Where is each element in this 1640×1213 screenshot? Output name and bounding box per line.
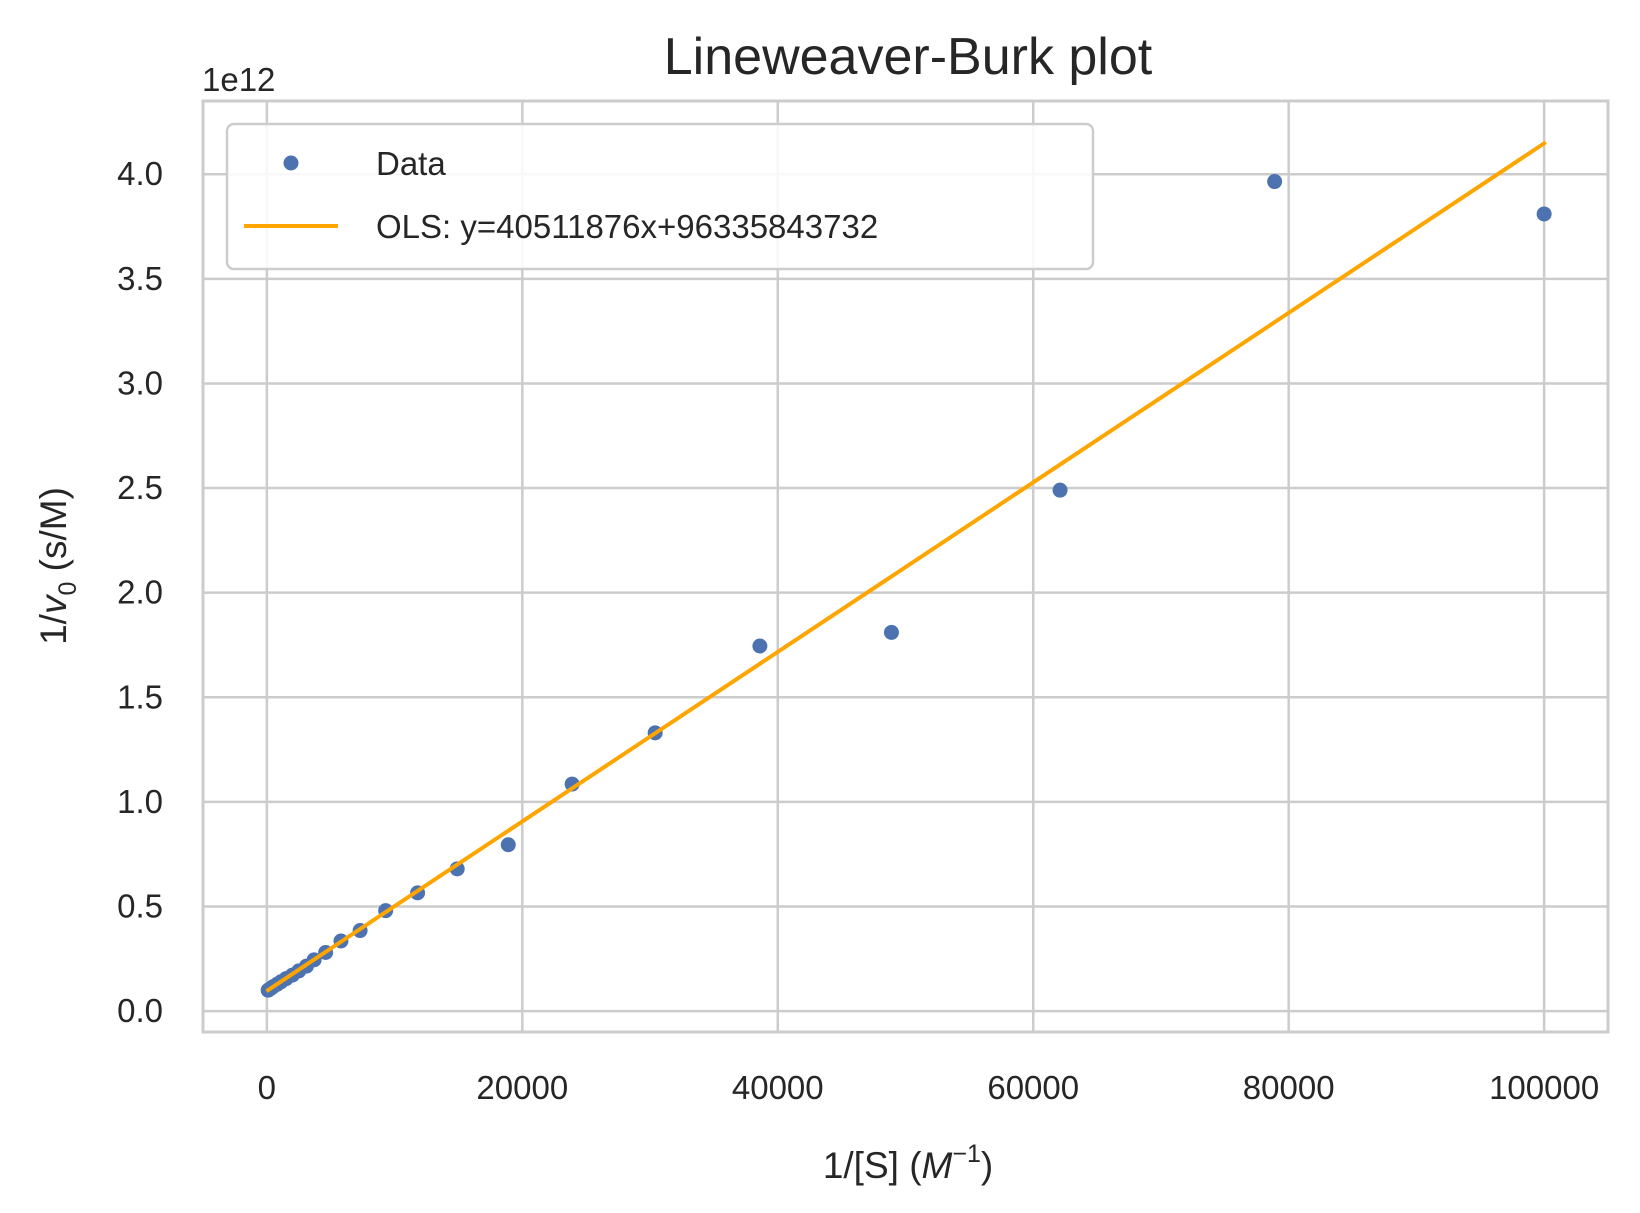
y-axis-label-math-base: v [33, 593, 74, 614]
data-point [1267, 174, 1283, 190]
x-axis-label-math-sup: −1 [952, 1140, 981, 1168]
y-tick-label: 1.5 [117, 678, 163, 715]
y-tick-label: 4.0 [117, 155, 163, 192]
y-tick-labels: 0.0 0.5 1.0 1.5 2.0 2.5 3.0 3.5 4.0 [117, 155, 163, 1029]
y-tick-label: 1.0 [117, 783, 163, 820]
x-axis-label-math-base: M [922, 1145, 953, 1186]
chart-title: Lineweaver-Burk plot [664, 28, 1153, 86]
y-tick-label: 0.0 [117, 992, 163, 1029]
y-tick-label: 3.5 [117, 260, 163, 297]
y-axis-label-tail: (s/M) [33, 487, 74, 582]
y-axis-label-math-sub: 0 [54, 582, 82, 596]
data-point [1536, 206, 1552, 222]
legend-ols-label: OLS: y=40511876x+96335843732 [376, 208, 878, 245]
y-tick-label: 2.0 [117, 574, 163, 611]
ols-fit-series [265, 140, 1547, 993]
y-tick-label: 0.5 [117, 887, 163, 924]
y-tick-label: 3.0 [117, 364, 163, 401]
data-point [883, 624, 899, 640]
x-tick-label: 40000 [732, 1069, 824, 1106]
x-tick-label: 100000 [1489, 1069, 1599, 1106]
x-tick-labels: 0 20000 40000 60000 80000 100000 [258, 1069, 1600, 1106]
x-axis-label-tail: ) [981, 1145, 993, 1186]
legend-data-label: Data [376, 145, 446, 182]
x-tick-label: 20000 [476, 1069, 568, 1106]
y-axis-label: 1/v0 (s/M) [33, 487, 82, 645]
x-tick-label: 80000 [1243, 1069, 1335, 1106]
ols-fit-line [265, 140, 1547, 993]
x-tick-label: 60000 [987, 1069, 1079, 1106]
y-axis-label-text: 1/ [33, 613, 74, 645]
legend: Data OLS: y=40511876x+96335843732 [225, 122, 1095, 271]
plot-area-frame [201, 99, 1610, 1034]
x-axis-label-text: 1/[S] ( [823, 1145, 922, 1186]
x-axis-label: 1/[S] (M−1) [823, 1140, 993, 1186]
data-point [1052, 482, 1068, 498]
x-tick-label: 0 [258, 1069, 276, 1106]
data-point [500, 837, 516, 853]
legend-data-marker [283, 155, 299, 171]
legend-box [225, 122, 1095, 271]
y-tick-label: 2.5 [117, 469, 163, 506]
data-point [752, 638, 768, 654]
y-offset-label: 1e12 [202, 61, 275, 98]
